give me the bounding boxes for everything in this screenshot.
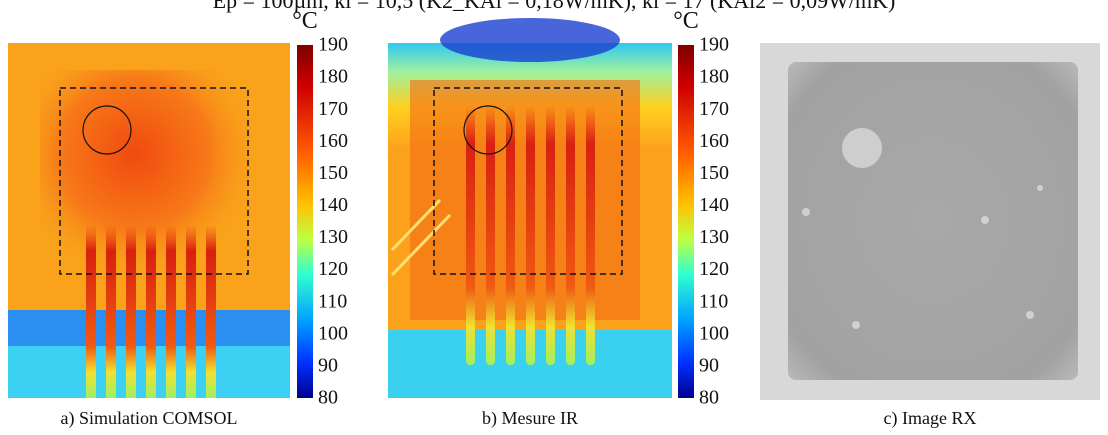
colorbar-tick-label: 180 — [318, 66, 348, 88]
colorbar-tick-label: 100 — [699, 322, 729, 344]
colorbar: °C 190 180 170 160 150 140 130 120 110 100 90 80 — [292, 8, 348, 409]
ir-map — [388, 18, 672, 398]
colorbar-tick-label: 180 — [699, 66, 729, 88]
colorbar-tick-label: 120 — [318, 258, 348, 280]
colorbar-tick-label: 140 — [318, 194, 348, 216]
heat-strip — [86, 225, 96, 398]
heat-strip — [186, 225, 196, 398]
heat-strip — [126, 225, 136, 398]
colorbar-tick-label: 170 — [699, 98, 729, 120]
heat-strip — [146, 225, 156, 398]
heat-strip — [166, 225, 176, 398]
colorbar-tick-label: 130 — [318, 226, 348, 248]
colorbar-tick-label: 160 — [699, 130, 729, 152]
xray-image — [760, 43, 1100, 400]
colorbar-tick-label: 110 — [699, 290, 728, 312]
caption: b) Mesure IR — [482, 408, 578, 429]
simulation-map — [8, 43, 290, 398]
colorbar-tick-label: 80 — [318, 387, 338, 409]
colorbar: °C 190 180 170 160 150 140 130 120 110 100 90 80 — [673, 8, 729, 409]
colorbar-tick-label: 100 — [318, 322, 348, 344]
colorbar-tick-label: 130 — [699, 226, 729, 248]
colorbar-tick-label: 170 — [318, 98, 348, 120]
colorbar-unit: °C — [292, 8, 318, 34]
colorbar-tick-label: 190 — [318, 34, 348, 56]
heat-strip — [566, 105, 575, 365]
heat-strip — [546, 105, 555, 365]
heat-strip — [486, 105, 495, 365]
colorbar-tick-label: 90 — [699, 355, 719, 377]
colorbar-tick-label: 110 — [318, 290, 347, 312]
colorbar-tick-label: 90 — [318, 355, 338, 377]
colorbar-unit: °C — [673, 8, 699, 34]
colorbar-tick-label: 190 — [699, 34, 729, 56]
heat-strip — [106, 225, 116, 398]
caption: c) Image RX — [884, 408, 977, 429]
colorbar-tick-label: 150 — [318, 162, 348, 184]
colorbar-tick-label: 80 — [699, 387, 719, 409]
colorbar-tick-label: 150 — [699, 162, 729, 184]
caption: a) Simulation COMSOL — [60, 408, 237, 429]
title: Ep = 100µm, kl = 10,5 (K2_KAl = 0,18W/mK… — [213, 0, 896, 13]
heat-strip — [466, 105, 475, 365]
heat-strip — [526, 105, 535, 365]
colorbar-tick-label: 160 — [318, 130, 348, 152]
heat-strip — [506, 105, 515, 365]
colorbar-tick-label: 120 — [699, 258, 729, 280]
colorbar-tick-label: 140 — [699, 194, 729, 216]
heat-strip — [206, 225, 216, 398]
heat-strip — [586, 105, 595, 365]
